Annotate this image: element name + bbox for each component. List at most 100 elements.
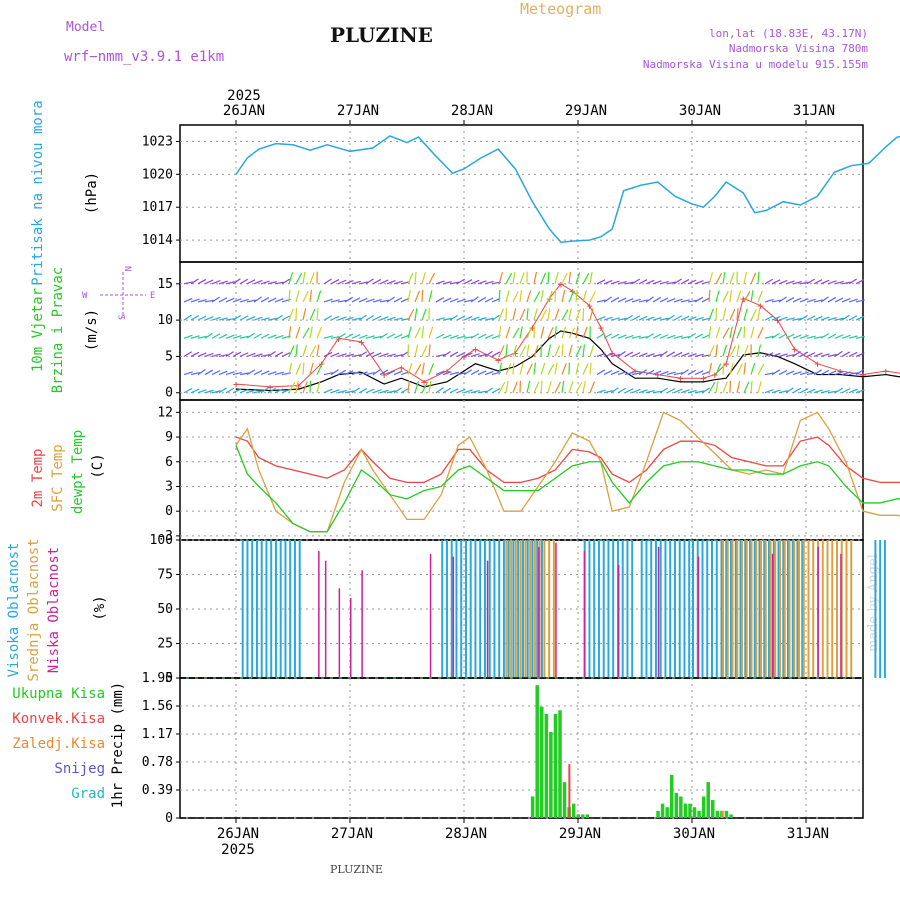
cloud-bar [246, 540, 249, 678]
wind-direction-arrow [449, 298, 459, 303]
wind-direction-arrow [246, 369, 256, 376]
wind-direction-arrow [449, 281, 459, 285]
cloud-legend-low: Niska Oblacnost [46, 547, 62, 673]
cloud-bar [783, 540, 786, 678]
wind-direction-arrow [337, 353, 347, 357]
wind-direction-arrow [799, 298, 809, 303]
cloud-bar [777, 540, 780, 678]
page-title: PLUZINE [330, 23, 433, 47]
wind-direction-arrow [421, 326, 425, 339]
wind-direction-arrow [582, 308, 585, 321]
wind-direction-arrow [386, 390, 396, 394]
x-top-tick-label: 28JAN [451, 103, 493, 119]
cloud-bar [845, 540, 848, 678]
wind-direction-arrow [813, 352, 823, 357]
model-label: Model [66, 20, 106, 35]
wind-direction-arrow [778, 333, 788, 339]
cloud-bar [734, 540, 737, 678]
wind-direction-arrow [771, 299, 781, 303]
wind-direction-arrow [337, 389, 347, 394]
wind-direction-arrow [617, 351, 626, 357]
x-bottom-tick-label: 29JAN [559, 826, 601, 842]
cloud-bar [274, 540, 277, 678]
wind-direction-arrow [218, 280, 228, 285]
wind-direction-arrow [855, 389, 865, 394]
wind-direction-arrow [428, 363, 435, 375]
wind-direction-arrow [309, 362, 314, 375]
wind-direction-arrow [183, 351, 193, 357]
wind-direction-arrow [652, 370, 662, 376]
wind-direction-arrow [666, 371, 676, 376]
wind-direction-arrow [666, 298, 676, 303]
wind-direction-arrow [274, 298, 284, 303]
temp-tick-label: 3 [165, 479, 173, 494]
temp-line-1 [235, 411, 900, 533]
wind-direction-arrow [232, 351, 242, 357]
wind-direction-arrow [526, 308, 529, 321]
precip-bar [549, 731, 553, 818]
wind-direction-arrow [715, 272, 723, 285]
wind-gust-marker: + [569, 285, 576, 298]
precip-bar [571, 803, 576, 818]
precip-bar [660, 803, 665, 818]
wind-direction-arrow [379, 316, 389, 321]
wind-direction-arrow [246, 299, 256, 303]
wind-direction-arrow [855, 369, 864, 376]
wind-direction-arrow [211, 296, 220, 303]
wind-direction-arrow [596, 316, 606, 321]
wind-direction-arrow [827, 353, 837, 358]
wind-direction-arrow [638, 389, 648, 394]
wind-direction-arrow [834, 387, 844, 394]
wind-direction-arrow [512, 327, 520, 339]
cloud-bar [774, 540, 777, 678]
wind-direction-arrow [190, 351, 200, 357]
wind-direction-arrow [785, 297, 795, 303]
wind-direction-arrow [211, 370, 221, 376]
wind-gust-marker: + [233, 378, 240, 391]
wind-direction-arrow [386, 316, 396, 321]
wind-direction-arrow [386, 333, 396, 339]
wind-direction-arrow [225, 297, 235, 303]
wind-direction-arrow [519, 362, 524, 375]
wind-direction-arrow [743, 381, 750, 393]
wind-direction-arrow [421, 308, 427, 321]
wind-gust-marker: + [444, 365, 451, 378]
cloud-tick-label: 50 [157, 602, 173, 617]
wind-direction-arrow [295, 272, 303, 285]
wind-direction-arrow [526, 363, 533, 375]
precip-legend-2: Zaledj.Kisa [12, 736, 105, 752]
wind-direction-arrow [561, 344, 564, 357]
wind-direction-arrow [841, 351, 851, 357]
wind-direction-arrow [498, 272, 504, 284]
wind-direction-arrow [442, 297, 452, 303]
wind-direction-arrow [379, 332, 388, 339]
wind-direction-arrow [610, 317, 620, 321]
wind-gust-marker: + [814, 358, 821, 371]
wind-direction-arrow [652, 353, 662, 358]
wind-direction-arrow [757, 290, 763, 303]
wind-direction-arrow [351, 370, 361, 376]
wind-direction-arrow [666, 314, 675, 321]
wind-direction-arrow [463, 315, 473, 321]
wind-direction-arrow [239, 278, 249, 285]
wind-direction-arrow [764, 278, 774, 285]
precip-bar [576, 814, 580, 818]
wind-direction-arrow [596, 369, 606, 376]
wind-direction-arrow [659, 317, 669, 321]
x-top-year: 2025 [227, 88, 261, 104]
wind-direction-arrow [694, 316, 704, 321]
wind-direction-arrow [484, 370, 494, 376]
cloud-bar [552, 540, 555, 678]
wind-direction-arrow [218, 354, 228, 358]
wind-direction-arrow [225, 387, 235, 394]
wind-direction-arrow [638, 352, 648, 357]
wind-direction-arrow [372, 315, 382, 321]
wind-direction-arrow [687, 299, 697, 303]
wind-direction-arrow [652, 280, 662, 285]
wind-direction-arrow [666, 281, 676, 285]
cloud-bar [640, 540, 643, 678]
wind-direction-arrow [813, 299, 823, 303]
wind-direction-arrow [288, 381, 296, 394]
wind-direction-arrow [617, 387, 627, 394]
wind-direction-arrow [463, 279, 473, 285]
